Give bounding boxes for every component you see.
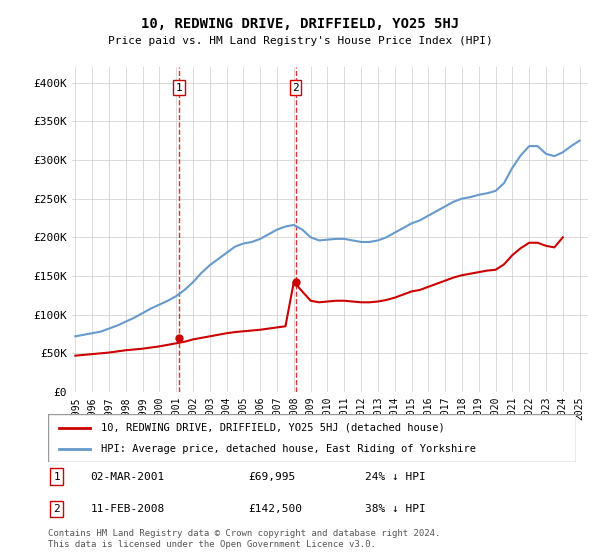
Text: 10, REDWING DRIVE, DRIFFIELD, YO25 5HJ: 10, REDWING DRIVE, DRIFFIELD, YO25 5HJ [141,17,459,31]
Text: £142,500: £142,500 [248,504,302,514]
Text: 24% ↓ HPI: 24% ↓ HPI [365,472,425,482]
Text: HPI: Average price, detached house, East Riding of Yorkshire: HPI: Average price, detached house, East… [101,444,476,454]
Text: 10, REDWING DRIVE, DRIFFIELD, YO25 5HJ (detached house): 10, REDWING DRIVE, DRIFFIELD, YO25 5HJ (… [101,423,445,433]
Text: 2: 2 [53,504,60,514]
Text: 02-MAR-2001: 02-MAR-2001 [90,472,164,482]
FancyBboxPatch shape [48,414,576,462]
Text: £69,995: £69,995 [248,472,296,482]
Text: 1: 1 [53,472,60,482]
Text: 1: 1 [176,83,182,92]
Text: Price paid vs. HM Land Registry's House Price Index (HPI): Price paid vs. HM Land Registry's House … [107,36,493,46]
Text: 11-FEB-2008: 11-FEB-2008 [90,504,164,514]
Text: Contains HM Land Registry data © Crown copyright and database right 2024.
This d: Contains HM Land Registry data © Crown c… [48,529,440,549]
Text: 38% ↓ HPI: 38% ↓ HPI [365,504,425,514]
Text: 2: 2 [293,83,299,92]
